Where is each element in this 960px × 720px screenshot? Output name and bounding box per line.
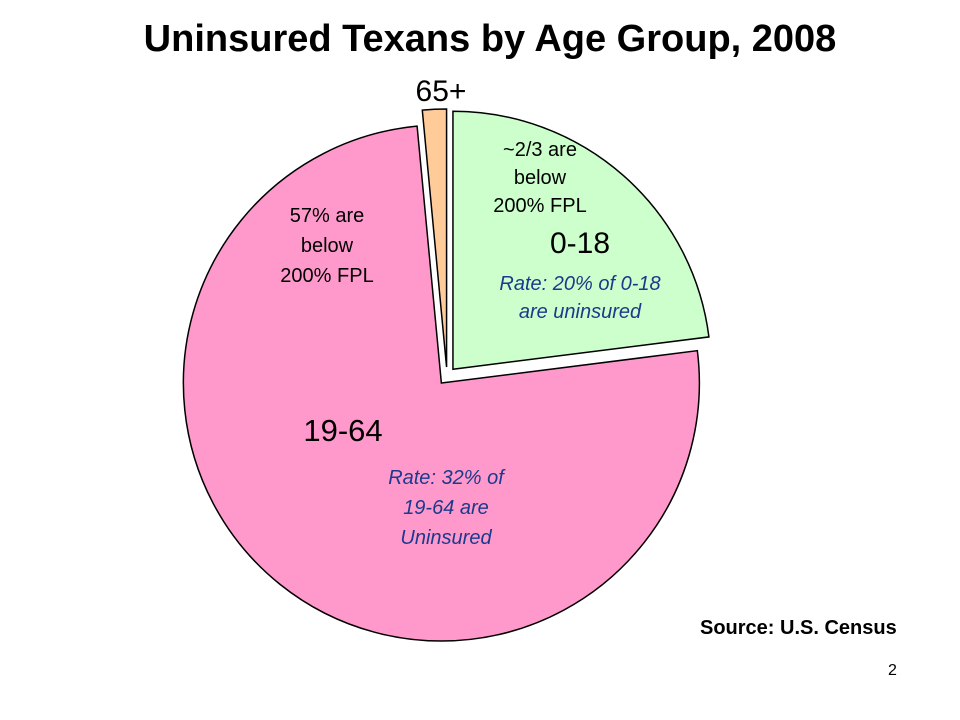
- pie-slice-19-64: [182, 125, 701, 642]
- pie-slice-65: [421, 108, 448, 368]
- slice-rate-0-18: are uninsured: [519, 301, 642, 323]
- slice-note-0-18: below: [514, 167, 567, 189]
- source-note: Source: U.S. Census: [700, 617, 897, 639]
- slice-label-0-18: 0-18: [550, 227, 610, 260]
- page-number: 2: [888, 662, 897, 679]
- slice-rate-0-18: Rate: 20% of 0-18: [499, 273, 660, 295]
- slice-note-0-18: ~2/3 are: [503, 139, 577, 161]
- slice-note-19-64: below: [301, 235, 354, 257]
- slice-note-19-64: 200% FPL: [280, 265, 373, 287]
- slice-label-65: 65+: [416, 75, 467, 108]
- slice-label-19-64: 19-64: [303, 413, 382, 448]
- slice-note-19-64: 57% are: [290, 205, 365, 227]
- slice-rate-19-64: Uninsured: [400, 527, 492, 549]
- slice-rate-19-64: Rate: 32% of: [388, 467, 506, 489]
- slice-rate-19-64: 19-64 are: [403, 497, 489, 519]
- pie-slice-0-18: [452, 110, 710, 371]
- slice-note-0-18: 200% FPL: [493, 195, 586, 217]
- chart-title: Uninsured Texans by Age Group, 2008: [143, 18, 837, 60]
